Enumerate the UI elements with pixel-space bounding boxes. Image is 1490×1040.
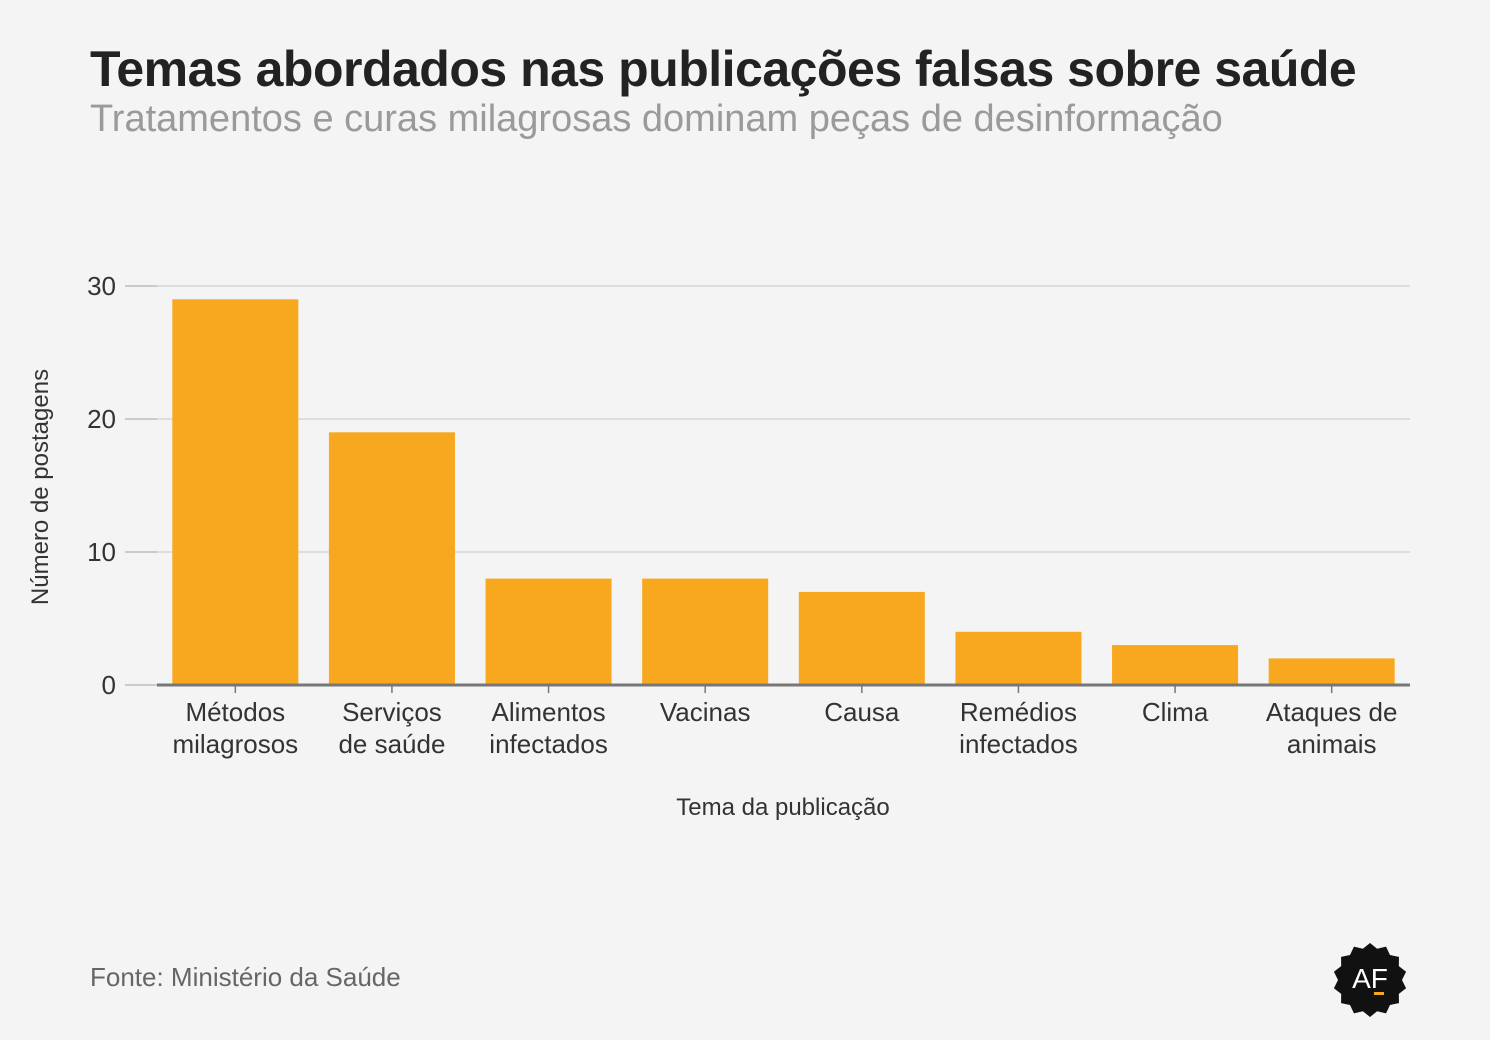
y-tick-label: 10 [87,537,116,567]
axes [125,285,1410,693]
x-tick-label: Remédios infectados [959,697,1078,759]
bar [1112,645,1239,685]
bar [798,591,925,685]
source-note: Fonte: Ministério da Saúde [90,962,401,992]
y-tick-label: 0 [102,670,116,700]
x-tick-label: Serviços de saúde [338,697,445,759]
y-tick-labels: 0 10 20 30 [87,271,116,700]
x-tick-label: Alimentos infectados [489,697,608,759]
x-tick-label: Causa [824,697,900,727]
bar [955,631,1082,685]
x-tick-label: Vacinas [660,697,751,727]
bar [172,299,299,685]
x-tick-label: Ataques de animais [1266,697,1398,759]
bars [172,299,1395,685]
logo-badge-shape [1333,943,1407,1017]
bar [642,578,769,685]
y-axis-title: Número de postagens [27,369,54,605]
x-tick-label: Métodos milagrosos [172,697,298,759]
bar [328,432,455,685]
logo-text: AF [1352,963,1388,994]
x-tick-labels: Métodos milagrosos Serviços de saúde Aliment… [172,697,1397,759]
x-axis-title: Tema da publicação [676,794,889,821]
y-tick-label: 20 [87,404,116,434]
bar [485,578,612,685]
bar [1268,658,1395,685]
chart-title: Temas abordados nas publicações falsas s… [90,41,1357,97]
x-tick-label: Clima [1142,697,1209,727]
y-tick-label: 30 [87,271,116,301]
af-logo: AF [1333,943,1407,1017]
chart-subtitle: Tratamentos e curas milagrosas dominam p… [90,98,1223,140]
logo-accent-mark [1374,992,1384,995]
